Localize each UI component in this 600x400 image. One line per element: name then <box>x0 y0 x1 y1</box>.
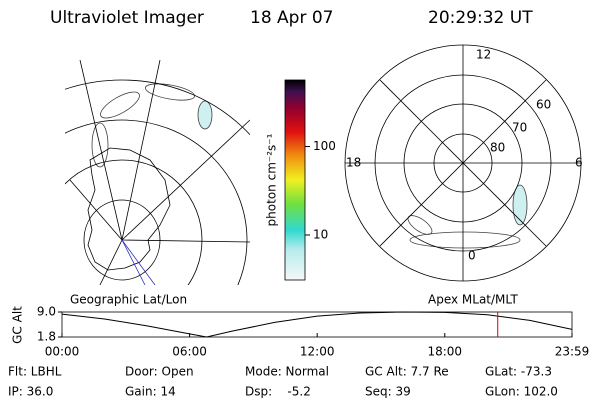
colorbar <box>284 79 306 281</box>
colorbar-tick-label: 100 <box>313 139 336 153</box>
y-tick-label: 9.0 <box>37 305 56 319</box>
x-tick-label: 23:59 <box>555 345 590 359</box>
mlt-label: 0 <box>468 249 476 263</box>
info-field: GLon: 102.0 <box>485 385 558 399</box>
info-field: Mode: Normal <box>245 365 329 379</box>
y-tick-label: 1.8 <box>37 330 56 344</box>
mlt-label: 18 <box>346 156 361 170</box>
polar-plot <box>344 44 582 282</box>
geo-map <box>65 59 250 285</box>
lat-label: 80 <box>490 141 505 155</box>
info-field: GC Alt: 7.7 Re <box>365 365 449 379</box>
lat-label: 60 <box>536 98 551 112</box>
lat-label: 70 <box>512 121 527 135</box>
info-field: Seq: 39 <box>365 385 411 399</box>
colorbar-label: photon cm⁻²s⁻¹ <box>265 133 279 226</box>
x-tick-label: 06:00 <box>172 345 207 359</box>
date: 18 Apr 07 <box>250 8 333 28</box>
info-field: Gain: 14 <box>125 385 176 399</box>
x-tick-label: 12:00 <box>300 345 335 359</box>
projection-label: Apex MLat/MLT <box>428 293 518 307</box>
mlt-label: 6 <box>575 156 583 170</box>
projection-label: Geographic Lat/Lon <box>70 293 187 307</box>
colorbar-tick-label: 10 <box>313 228 328 242</box>
x-tick-label: 18:00 <box>427 345 462 359</box>
info-field: Dsp: -5.2 <box>245 385 311 399</box>
info-field: Door: Open <box>125 365 194 379</box>
info-field: GLat: -73.3 <box>485 365 552 379</box>
mlt-label: 12 <box>476 48 491 62</box>
time: 20:29:32 UT <box>428 8 533 28</box>
info-field: Flt: LBHL <box>8 365 62 379</box>
altitude-line <box>61 311 573 338</box>
y-axis-label: GC Alt <box>11 306 25 344</box>
info-field: IP: 36.0 <box>8 385 53 399</box>
title: Ultraviolet Imager <box>50 8 204 28</box>
x-tick-label: 00:00 <box>45 345 80 359</box>
